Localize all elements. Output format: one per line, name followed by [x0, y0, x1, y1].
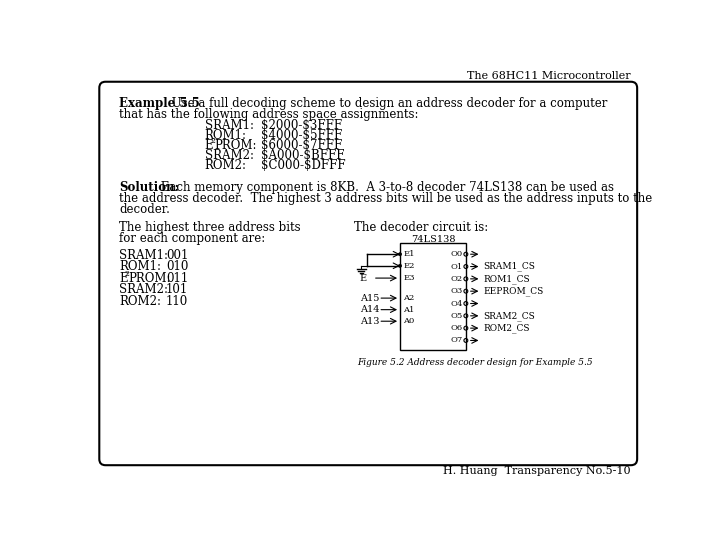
- Text: SRAM2_CS: SRAM2_CS: [484, 311, 536, 321]
- Text: EEPROM_CS: EEPROM_CS: [484, 286, 544, 296]
- Text: 2: 2: [210, 137, 215, 145]
- Text: the address decoder.  The highest 3 address bits will be used as the address inp: the address decoder. The highest 3 addre…: [120, 192, 653, 205]
- Text: Each memory component is 8KB.  A 3-to-8 decoder 74LS138 can be used as: Each memory component is 8KB. A 3-to-8 d…: [157, 181, 613, 194]
- Text: for each component are:: for each component are:: [120, 232, 266, 245]
- Text: Figure 5.2 Address decoder design for Example 5.5: Figure 5.2 Address decoder design for Ex…: [357, 358, 593, 367]
- Text: E3: E3: [403, 274, 415, 282]
- Text: ROM2:: ROM2:: [120, 295, 161, 308]
- Text: The 68HC11 Microcontroller: The 68HC11 Microcontroller: [467, 71, 631, 81]
- Text: A14: A14: [360, 305, 379, 314]
- Text: A13: A13: [360, 316, 379, 326]
- Text: SRAM2:: SRAM2:: [204, 148, 253, 162]
- Text: H. Huang  Transparency No.5-10: H. Huang Transparency No.5-10: [444, 466, 631, 476]
- Text: O4: O4: [451, 300, 463, 307]
- Text: A0: A0: [403, 317, 414, 325]
- Text: 011: 011: [166, 272, 188, 285]
- Text: Example 5.5: Example 5.5: [120, 97, 200, 110]
- Text: that has the following address space assignments:: that has the following address space ass…: [120, 108, 419, 121]
- Circle shape: [398, 253, 402, 256]
- Text: 001: 001: [166, 249, 189, 262]
- Text: E: E: [360, 274, 366, 282]
- Text: The highest three address bits: The highest three address bits: [120, 221, 301, 234]
- Text: SRAM1:: SRAM1:: [204, 119, 253, 132]
- Text: O1: O1: [451, 262, 463, 271]
- Text: E: E: [204, 139, 213, 152]
- Text: \$4000-\$5FFF: \$4000-\$5FFF: [261, 129, 342, 141]
- Text: O0: O0: [451, 250, 463, 258]
- Text: SRAM2:: SRAM2:: [120, 284, 168, 296]
- Text: \$6000-\$7FFF: \$6000-\$7FFF: [261, 139, 342, 152]
- Text: ROM1:: ROM1:: [120, 260, 161, 273]
- Text: ROM2_CS: ROM2_CS: [484, 323, 530, 333]
- Text: 110: 110: [166, 295, 188, 308]
- Text: PROM:: PROM:: [129, 272, 171, 285]
- Text: 010: 010: [166, 260, 189, 273]
- Text: SRAM1:: SRAM1:: [120, 249, 168, 262]
- Text: ROM1_CS: ROM1_CS: [484, 274, 531, 284]
- Text: decoder.: decoder.: [120, 202, 171, 215]
- Text: E1: E1: [403, 250, 415, 258]
- Text: O6: O6: [451, 324, 463, 332]
- Text: O2: O2: [451, 275, 463, 283]
- Bar: [400, 242, 466, 350]
- Text: E: E: [120, 272, 128, 285]
- Text: 74LS138: 74LS138: [410, 235, 455, 244]
- Text: The decoder circuit is:: The decoder circuit is:: [354, 221, 487, 234]
- FancyBboxPatch shape: [99, 82, 637, 465]
- Text: Solution:: Solution:: [120, 181, 179, 194]
- Text: O7: O7: [451, 336, 463, 345]
- Text: O3: O3: [451, 287, 463, 295]
- Text: A2: A2: [403, 294, 414, 302]
- Text: \$C000-\$DFFF: \$C000-\$DFFF: [261, 159, 345, 172]
- Text: SRAM1_CS: SRAM1_CS: [484, 262, 536, 272]
- Text: 101: 101: [166, 284, 188, 296]
- Text: O5: O5: [451, 312, 463, 320]
- Text: \$2000-\$3FFF: \$2000-\$3FFF: [261, 119, 341, 132]
- Circle shape: [398, 264, 402, 267]
- Text: PROM:: PROM:: [214, 139, 256, 152]
- Text: ROM1:: ROM1:: [204, 129, 247, 141]
- Text: \$A000-\$BFFF: \$A000-\$BFFF: [261, 148, 344, 162]
- Text: A1: A1: [403, 306, 415, 314]
- Text: E2: E2: [403, 262, 415, 270]
- Text: Use a full decoding scheme to design an address decoder for a computer: Use a full decoding scheme to design an …: [168, 97, 607, 110]
- Text: ROM2:: ROM2:: [204, 159, 247, 172]
- Text: A15: A15: [360, 294, 379, 302]
- Text: 2: 2: [125, 271, 130, 279]
